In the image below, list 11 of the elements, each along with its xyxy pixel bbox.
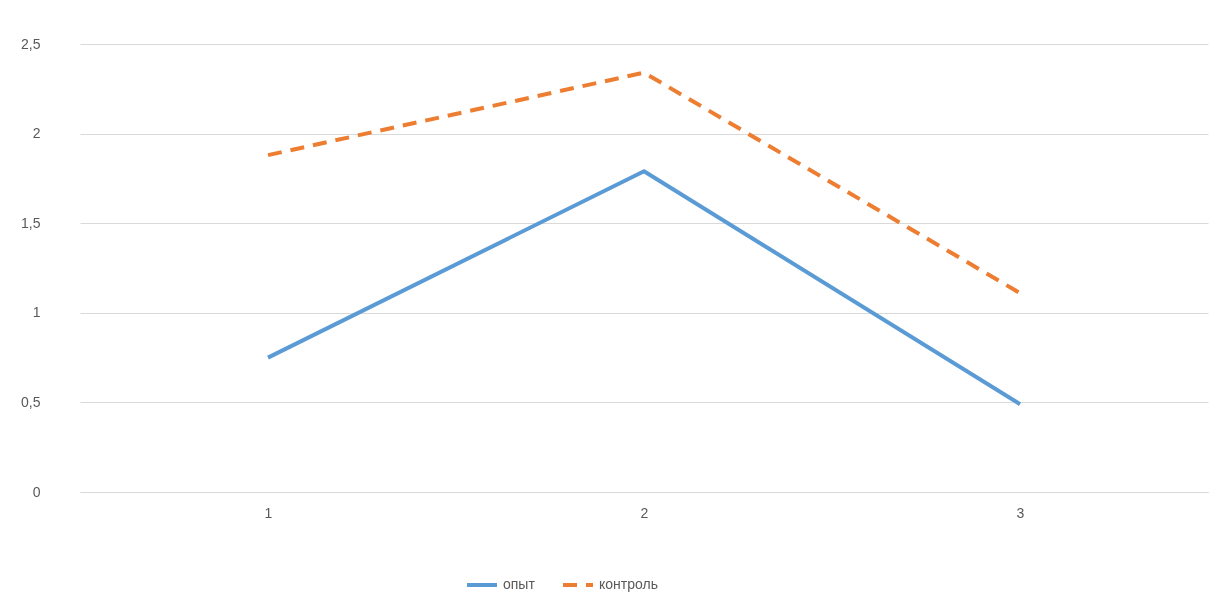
x-tick-label: 1 bbox=[264, 504, 273, 521]
x-tick-label: 3 bbox=[1016, 504, 1025, 521]
y-tick-label: 2,5 bbox=[21, 35, 41, 52]
legend-label: контроль bbox=[599, 576, 658, 592]
y-tick-label: 2 bbox=[32, 125, 41, 142]
y-tick-label: 1,5 bbox=[21, 214, 41, 231]
y-tick-label: 0,5 bbox=[21, 393, 41, 410]
y-tick-label: 1 bbox=[32, 304, 41, 321]
x-tick-label: 2 bbox=[640, 504, 649, 521]
y-tick-label: 0 bbox=[32, 483, 41, 500]
legend-label: опыт bbox=[503, 576, 536, 592]
